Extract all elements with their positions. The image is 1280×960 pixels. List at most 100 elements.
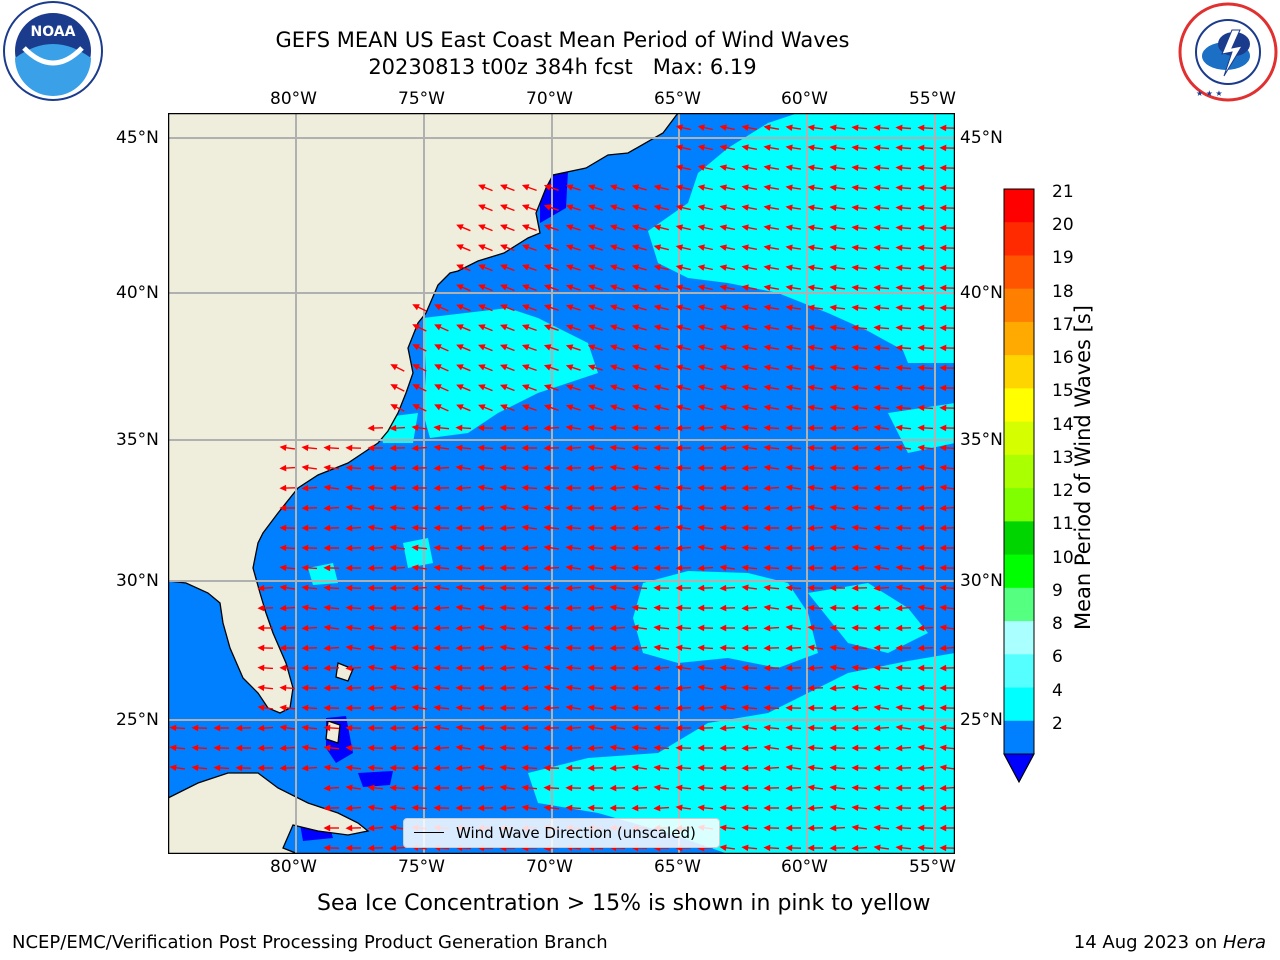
wave-direction-arrowhead: [323, 704, 331, 712]
wave-direction-arrowhead: [653, 384, 662, 391]
wave-direction-arrowhead: [433, 664, 441, 672]
wave-direction-arrowhead: [653, 244, 662, 251]
wave-direction-arrowhead: [389, 524, 397, 532]
wave-direction-arrowhead: [521, 404, 530, 411]
colorbar-segment: [1004, 421, 1034, 456]
wave-direction-arrowhead: [939, 704, 947, 712]
wave-direction-arrowhead: [719, 564, 727, 571]
wave-direction-arrowhead: [653, 664, 661, 672]
wave-direction-arrowhead: [829, 464, 837, 472]
wave-direction-arrowhead: [434, 404, 442, 411]
wave-direction-arrowhead: [829, 844, 837, 852]
wave-direction-arrowhead: [829, 384, 837, 392]
wave-direction-arrowhead: [345, 644, 353, 651]
wave-direction-arrowhead: [873, 664, 881, 672]
wave-direction-arrowhead: [543, 704, 551, 712]
wave-direction-arrowhead: [323, 764, 331, 771]
wave-direction-arrowhead: [412, 304, 420, 311]
wave-direction-arrowhead: [851, 304, 859, 312]
wave-direction-arrowhead: [719, 464, 727, 472]
wave-direction-arrowhead: [807, 284, 815, 291]
wave-direction-arrowhead: [521, 684, 529, 692]
wave-direction-arrowhead: [477, 524, 485, 532]
wave-direction-arrowhead: [829, 284, 837, 292]
wave-direction-arrowhead: [653, 764, 661, 772]
wave-direction-arrowhead: [411, 764, 419, 772]
wave-direction-arrowhead: [434, 324, 442, 331]
lon-label-top-70w: 70°W: [526, 89, 573, 109]
wave-direction-arrowhead: [389, 504, 397, 512]
wave-direction-arrowhead: [543, 264, 552, 271]
colorbar-segment: [1004, 521, 1034, 556]
wave-direction-arrowhead: [477, 784, 485, 792]
wave-direction-arrowhead: [345, 744, 353, 752]
wave-direction-arrowhead: [367, 744, 375, 752]
wave-direction-arrowhead: [631, 684, 639, 692]
wave-direction-arrowhead: [499, 484, 507, 492]
wave-direction-arrowhead: [367, 544, 375, 552]
wave-direction-arrowhead: [785, 184, 793, 192]
wave-direction-arrowhead: [675, 524, 683, 531]
wave-direction-arrowhead: [741, 564, 749, 572]
wave-direction-arrowhead: [565, 404, 574, 411]
wave-direction-arrowhead: [565, 464, 573, 472]
wave-direction-arrowhead: [301, 744, 309, 751]
wave-direction-arrowhead: [785, 844, 793, 852]
wave-direction-arrowhead: [763, 204, 771, 211]
wave-direction-arrowhead: [741, 324, 749, 331]
wave-direction-arrowhead: [433, 464, 441, 472]
wave-direction-arrowhead: [939, 764, 947, 771]
wave-direction-arrowhead: [345, 724, 353, 732]
wave-direction-arrowhead: [675, 124, 684, 131]
wave-direction-arrowhead: [895, 364, 903, 372]
wave-direction-arrowhead: [763, 564, 771, 572]
wave-direction-arrowhead: [389, 544, 397, 551]
wave-direction-arrowhead: [653, 504, 661, 511]
wave-direction-arrowhead: [609, 284, 618, 291]
wave-direction-arrowhead: [477, 584, 485, 592]
wave-direction-arrowhead: [807, 784, 815, 791]
wave-direction-arrowhead: [521, 444, 529, 452]
wave-direction-arrowhead: [807, 524, 815, 532]
wave-direction-arrowhead: [697, 664, 705, 672]
wave-direction-arrowhead: [829, 664, 837, 671]
wave-direction-arrowhead: [609, 224, 618, 231]
wave-direction-arrowhead: [675, 504, 683, 512]
wave-direction-arrowhead: [807, 444, 815, 452]
wave-direction-arrowhead: [609, 684, 617, 692]
wave-direction-arrowhead: [499, 584, 507, 592]
wave-direction-arrowhead: [543, 284, 552, 291]
wave-direction-arrowhead: [741, 344, 749, 351]
wave-direction-arrowhead: [741, 784, 749, 792]
wave-direction-arrowhead: [499, 224, 508, 231]
wave-direction-arrowhead: [433, 804, 441, 812]
wave-direction-arrowhead: [609, 744, 617, 751]
wave-direction-arrowhead: [829, 344, 837, 352]
wave-direction-arrowhead: [939, 844, 947, 852]
wave-direction-arrowhead: [785, 764, 793, 771]
wave-direction-arrowhead: [631, 404, 640, 411]
wave-direction-arrowhead: [191, 764, 199, 772]
wave-direction-arrowhead: [521, 604, 529, 612]
colorbar-tick-label: 9: [1052, 580, 1063, 601]
wave-direction-arrowhead: [609, 504, 617, 512]
wave-direction-arrowhead: [697, 204, 705, 211]
wave-direction-arrowhead: [873, 284, 881, 292]
wave-direction-arrowhead: [411, 564, 419, 571]
wave-direction-arrowhead: [939, 264, 947, 272]
wave-direction-arrowhead: [455, 464, 463, 471]
wave-direction-arrowhead: [763, 424, 771, 432]
wave-direction-arrowhead: [829, 804, 837, 811]
wave-direction-arrowhead: [279, 444, 287, 451]
wave-direction-arrowhead: [939, 624, 947, 631]
wave-direction-arrowhead: [455, 704, 463, 712]
wave-direction-arrowhead: [763, 484, 771, 492]
wave-direction-arrowhead: [587, 664, 595, 672]
wave-direction-arrowhead: [587, 544, 595, 552]
wave-direction-arrowhead: [741, 524, 749, 532]
wave-direction-arrowhead: [763, 804, 771, 812]
colorbar-tick-label: 12: [1052, 481, 1074, 502]
wave-direction-arrowhead: [323, 744, 331, 752]
wave-direction-arrowhead: [434, 344, 442, 351]
wave-direction-arrowhead: [345, 484, 353, 492]
